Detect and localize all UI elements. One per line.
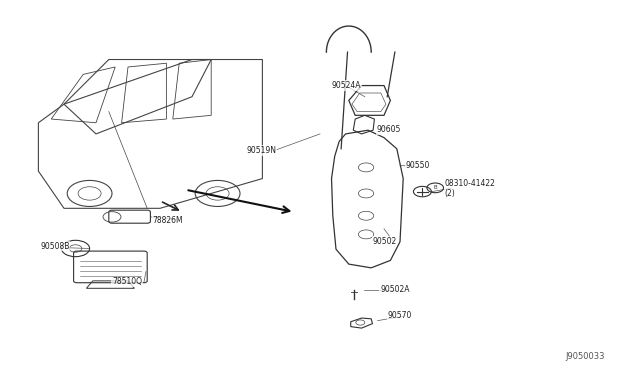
Text: 78510Q: 78510Q bbox=[112, 278, 142, 286]
Text: 90550: 90550 bbox=[406, 161, 430, 170]
Text: 08310-41422
(2): 08310-41422 (2) bbox=[445, 179, 495, 198]
Text: 78826M: 78826M bbox=[152, 216, 183, 225]
Text: 90502: 90502 bbox=[372, 237, 397, 246]
Text: 90502A: 90502A bbox=[380, 285, 410, 294]
Text: 90508B: 90508B bbox=[40, 242, 70, 251]
Text: 90605: 90605 bbox=[376, 125, 401, 134]
Text: 90570: 90570 bbox=[388, 311, 412, 320]
Text: 90524A: 90524A bbox=[332, 81, 361, 90]
Text: 90519N: 90519N bbox=[246, 146, 276, 155]
Text: J9050033: J9050033 bbox=[565, 352, 605, 361]
Text: B: B bbox=[433, 185, 437, 190]
